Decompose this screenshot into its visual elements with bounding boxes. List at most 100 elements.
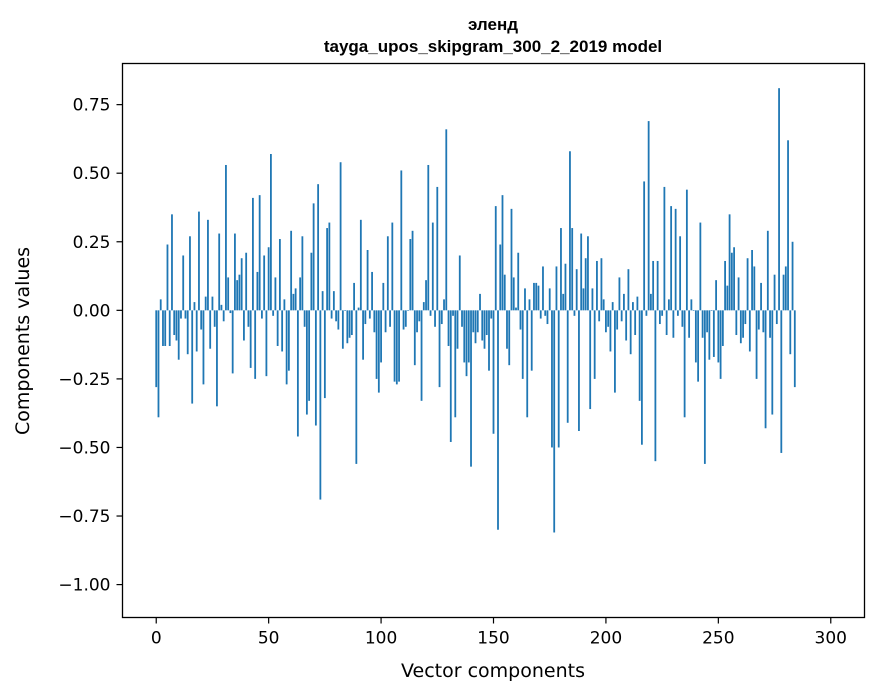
bar-69: [310, 252, 313, 311]
bar-86: [348, 310, 351, 338]
x-axis-ticks: 0 50 100 150 200 250 300: [151, 617, 847, 649]
bar-94: [366, 250, 369, 311]
bar-98: [375, 310, 378, 379]
bar-52: [272, 310, 275, 316]
bar-65: [301, 236, 304, 311]
bar-60: [290, 230, 293, 311]
bar-228: [667, 299, 670, 311]
bar-88: [353, 282, 355, 311]
bar-112: [407, 310, 409, 311]
y-tick-label: 0.00: [73, 301, 111, 321]
bar-93: [364, 310, 367, 325]
bar-227: [665, 310, 668, 336]
bar-278: [780, 310, 783, 453]
bar-160: [515, 307, 517, 311]
bar-148: [488, 310, 490, 371]
bar-38: [240, 258, 243, 311]
bar-256: [730, 252, 733, 311]
bar-76: [326, 228, 329, 311]
bar-207: [620, 310, 623, 322]
bar-139: [467, 310, 470, 363]
bar-41: [247, 310, 250, 327]
bar-106: [393, 310, 396, 382]
bar-137: [463, 310, 466, 363]
y-tick-label: −0.50: [58, 438, 110, 458]
bar-252: [721, 310, 724, 346]
bar-223: [656, 260, 659, 311]
bar-48: [263, 255, 266, 311]
bar-175: [548, 288, 551, 311]
bar-107: [395, 310, 398, 385]
bar-95: [368, 310, 371, 319]
bar-56: [281, 310, 284, 352]
bar-75: [323, 310, 326, 399]
bar-29: [220, 304, 223, 311]
bar-177: [553, 310, 556, 533]
x-tick-label: 0: [151, 629, 162, 649]
bar-266: [753, 266, 756, 311]
bar-125: [436, 186, 439, 311]
bar-51: [270, 154, 272, 311]
bar-197: [598, 310, 601, 322]
bar-158: [510, 208, 513, 311]
bar-225: [661, 310, 664, 316]
bar-33: [229, 310, 232, 314]
bar-239: [692, 310, 695, 311]
bar-237: [688, 310, 691, 338]
bar-258: [735, 310, 738, 336]
bar-111: [404, 310, 407, 327]
bar-216: [641, 310, 643, 445]
bar-284: [793, 310, 796, 388]
bar-276: [775, 310, 778, 325]
bar-92: [362, 310, 364, 360]
bar-45: [256, 271, 259, 311]
bar-50: [267, 247, 270, 311]
bar-109: [400, 170, 403, 311]
bar-18: [195, 310, 198, 352]
bar-244: [703, 310, 706, 464]
bar-246: [708, 310, 711, 360]
bar-206: [618, 277, 621, 311]
bar-71: [314, 310, 317, 426]
bar-133: [454, 310, 457, 418]
bar-150: [492, 310, 495, 434]
bar-30: [222, 310, 225, 322]
bar-23: [207, 219, 209, 311]
bar-144: [479, 293, 481, 311]
bar-122: [429, 310, 432, 316]
bar-82: [339, 162, 342, 311]
bar-210: [627, 269, 630, 311]
bar-7: [171, 214, 173, 311]
bar-141: [472, 310, 475, 333]
bar-67: [305, 310, 308, 415]
bar-261: [742, 310, 744, 338]
bar-203: [611, 302, 614, 311]
bar-224: [658, 310, 661, 325]
bar-116: [416, 310, 418, 333]
bar-199: [602, 299, 605, 311]
bar-103: [386, 236, 389, 311]
x-tick-label: 100: [365, 629, 397, 649]
bar-229: [670, 206, 673, 311]
bar-242: [699, 222, 702, 311]
bar-36: [236, 280, 239, 311]
bar-89: [355, 310, 358, 464]
bar-178: [555, 266, 558, 311]
bar-183: [566, 310, 569, 423]
bar-182: [564, 263, 567, 311]
y-tick-label: −0.25: [58, 370, 110, 390]
bar-91: [359, 219, 362, 311]
bar-260: [739, 310, 742, 344]
bar-152: [497, 310, 499, 530]
bar-11: [180, 310, 182, 319]
bar-108: [398, 310, 400, 382]
bar-192: [587, 236, 589, 311]
bar-208: [623, 293, 625, 311]
bar-243: [701, 310, 704, 338]
bar-275: [773, 274, 776, 311]
bar-123: [431, 222, 434, 311]
bar-132: [452, 310, 454, 316]
bar-187: [575, 269, 578, 311]
bar-15: [189, 236, 191, 311]
bar-127: [440, 310, 443, 325]
